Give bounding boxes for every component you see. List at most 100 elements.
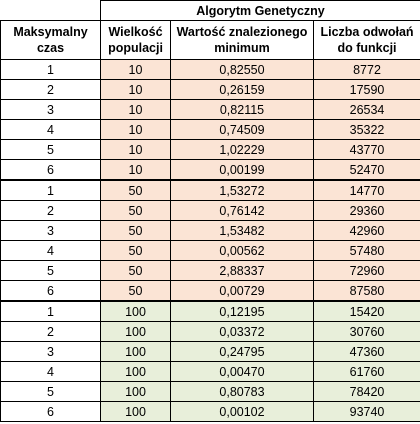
cell-population: 50 [100,220,171,241]
cell-max-time: 5 [0,381,101,402]
cell-max-time: 4 [0,361,101,382]
column-header-max-time: Maksymalny czas [0,20,101,60]
cell-population: 10 [100,139,171,160]
table-row: 1 10 0,82550 8772 [0,59,420,80]
table-row: 4 100 0,00470 61760 [0,361,420,382]
cell-population: 100 [100,321,171,342]
cell-population: 10 [100,159,171,181]
cell-calls: 8772 [312,59,420,80]
blank-corner-cell [0,0,101,21]
cell-calls: 17590 [312,79,420,100]
cell-calls: 93740 [312,401,420,422]
cell-minimum: 0,12195 [170,300,314,322]
cell-max-time: 4 [0,240,101,261]
cell-population: 10 [100,119,171,140]
cell-calls: 26534 [312,99,420,120]
cell-population: 10 [100,59,171,80]
column-header-minimum: Wartość znalezionego minimum [170,20,314,60]
cell-minimum: 0,00102 [170,401,314,422]
cell-population: 50 [100,240,171,261]
cell-minimum: 0,00562 [170,240,314,261]
cell-calls: 61760 [312,361,420,382]
cell-minimum: 0,74509 [170,119,314,140]
cell-calls: 57480 [312,240,420,261]
table-body: 1 10 0,82550 8772 2 10 0,26159 17590 3 10 0,82115 2… [0,59,420,422]
cell-minimum: 0,03372 [170,321,314,342]
cell-max-time: 3 [0,341,101,362]
cell-minimum: 0,82550 [170,59,314,80]
cell-minimum: 1,02229 [170,139,314,160]
table-row: 3 10 0,82115 26534 [0,99,420,120]
cell-max-time: 3 [0,220,101,241]
cell-minimum: 0,26159 [170,79,314,100]
cell-max-time: 6 [0,159,101,181]
cell-population: 100 [100,361,171,382]
cell-minimum: 0,82115 [170,99,314,120]
cell-population: 50 [100,260,171,281]
cell-population: 50 [100,179,171,201]
cell-max-time: 4 [0,119,101,140]
cell-max-time: 2 [0,321,101,342]
super-header-row: Algorytm Genetyczny [0,0,420,21]
table-row: 1 100 0,12195 15420 [0,300,420,322]
cell-max-time: 2 [0,79,101,100]
cell-calls: 14770 [312,179,420,201]
cell-population: 100 [100,401,171,422]
cell-population: 100 [100,381,171,402]
cell-max-time: 5 [0,139,101,160]
cell-max-time: 3 [0,99,101,120]
cell-max-time: 1 [0,179,101,201]
cell-minimum: 0,00470 [170,361,314,382]
cell-calls: 42960 [312,220,420,241]
cell-minimum: 0,76142 [170,200,314,221]
table-row: 6 100 0,00102 93740 [0,401,420,422]
table-row: 4 50 0,00562 57480 [0,240,420,261]
cell-minimum: 1,53482 [170,220,314,241]
cell-minimum: 2,88337 [170,260,314,281]
table-row: 4 10 0,74509 35322 [0,119,420,140]
cell-calls: 29360 [312,200,420,221]
table-row: 5 50 2,88337 72960 [0,260,420,281]
cell-population: 100 [100,341,171,362]
table-row: 2 100 0,03372 30760 [0,321,420,342]
cell-minimum: 1,53272 [170,179,314,201]
cell-minimum: 0,00199 [170,159,314,181]
column-header-row: Maksymalny czas Wielkość populacji Warto… [0,20,420,60]
cell-max-time: 6 [0,280,101,302]
cell-max-time: 5 [0,260,101,281]
table-row: 3 50 1,53482 42960 [0,220,420,241]
table-row: 2 10 0,26159 17590 [0,79,420,100]
cell-max-time: 6 [0,401,101,422]
algorithm-super-header: Algorytm Genetyczny [99,0,420,21]
cell-population: 50 [100,280,171,302]
cell-max-time: 2 [0,200,101,221]
table-row: 6 10 0,00199 52470 [0,159,420,181]
cell-minimum: 0,24795 [170,341,314,362]
cell-population: 10 [100,99,171,120]
cell-calls: 47360 [312,341,420,362]
cell-calls: 15420 [312,300,420,322]
cell-minimum: 0,00729 [170,280,314,302]
table-row: 5 100 0,80783 78420 [0,381,420,402]
cell-calls: 78420 [312,381,420,402]
cell-calls: 87580 [312,280,420,302]
cell-minimum: 0,80783 [170,381,314,402]
cell-max-time: 1 [0,59,101,80]
column-header-population: Wielkość populacji [100,20,171,60]
cell-population: 10 [100,79,171,100]
cell-calls: 72960 [312,260,420,281]
column-header-calls: Liczba odwołań do funkcji [312,20,420,60]
table-row: 6 50 0,00729 87580 [0,280,420,302]
cell-max-time: 1 [0,300,101,322]
cell-calls: 35322 [312,119,420,140]
cell-calls: 30760 [312,321,420,342]
table-row: 3 100 0,24795 47360 [0,341,420,362]
table-row: 2 50 0,76142 29360 [0,200,420,221]
cell-calls: 43770 [312,139,420,160]
table-row: 1 50 1,53272 14770 [0,179,420,201]
cell-calls: 52470 [312,159,420,181]
cell-population: 50 [100,200,171,221]
cell-population: 100 [100,300,171,322]
table-row: 5 10 1,02229 43770 [0,139,420,160]
